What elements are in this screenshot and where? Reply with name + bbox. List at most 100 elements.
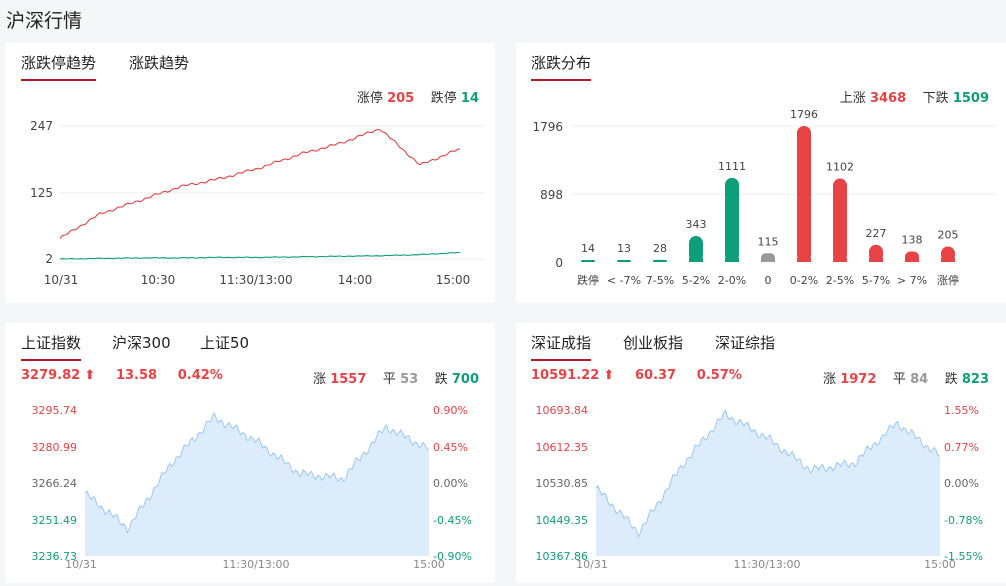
bar-category-label: 2-5% <box>826 274 854 287</box>
tab-sz-composite[interactable]: 深证综指 <box>715 334 776 352</box>
y-tick: 125 <box>30 186 53 200</box>
bar-base <box>797 258 811 262</box>
y-tick-right: -0.78% <box>944 514 983 527</box>
sh-price: 3279.82 <box>21 368 81 383</box>
y-tick-right: 0.00% <box>433 477 468 490</box>
distribution-stats: 上涨 3468 下跌 1509 <box>840 87 989 106</box>
bar-value-label: 115 <box>758 235 779 248</box>
bar-value-label: 343 <box>686 218 707 231</box>
y-tick-right: -0.90% <box>433 550 472 563</box>
bar-value-label: 205 <box>938 228 959 241</box>
price-line <box>595 409 941 539</box>
y-tick-left: 3236.73 <box>32 550 78 563</box>
bar-value-label: 227 <box>866 227 887 240</box>
sz-intraday-chart: 10693.84 10612.35 10530.85 10449.35 1036… <box>536 404 983 571</box>
distribution-chart: 1796 898 0 14 跌停 13 < -7% 28 7-5% 343 5-2% 1111 2… <box>532 108 996 287</box>
rise-count: 1972 <box>840 372 877 387</box>
bar-category-label: 0-2% <box>790 274 818 287</box>
distribution-panel: 涨跌分布 上涨 3468 下跌 1509 1796 898 0 14 跌停 13 < … <box>516 43 1006 303</box>
bar-base <box>905 258 919 262</box>
up-label: 上涨 <box>839 91 866 106</box>
tab-chinext[interactable]: 创业板指 <box>623 334 684 352</box>
price-area <box>596 410 940 556</box>
y-tick: 0 <box>555 256 563 270</box>
distribution-bar <box>725 177 739 262</box>
down-label: 下跌 <box>922 91 949 106</box>
y-tick: 1796 <box>532 120 563 134</box>
sz-change: 60.37 <box>634 368 677 383</box>
x-tick: 15:00 <box>436 273 471 287</box>
bar-base <box>941 258 955 262</box>
tab-distribution[interactable]: 涨跌分布 <box>531 54 592 81</box>
sh-change: 13.58 <box>115 368 158 383</box>
flat-label: 平 <box>382 372 396 387</box>
tab-sse50[interactable]: 上证50 <box>200 334 250 352</box>
limit-stats: 涨停 205 跌停 14 <box>357 87 479 106</box>
bar-base <box>689 258 703 262</box>
x-tick: 11:30/13:00 <box>733 558 800 571</box>
tab-sh-composite[interactable]: 上证指数 <box>21 334 82 361</box>
bar-category-label: 0 <box>765 274 772 287</box>
y-tick-left: 10693.84 <box>536 404 589 417</box>
down-count: 1509 <box>952 91 989 106</box>
y-tick-left: 3266.24 <box>32 477 78 490</box>
sh-intraday-chart: 3295.74 3280.99 3266.24 3251.49 3236.73 … <box>32 404 472 571</box>
y-tick-right: -1.55% <box>944 550 983 563</box>
x-tick: 15:00 <box>924 558 956 571</box>
limit-up-value: 205 <box>387 91 415 106</box>
limit-down-value: 14 <box>460 91 479 106</box>
y-tick-left: 10449.35 <box>536 514 589 527</box>
distribution-bar <box>869 244 883 262</box>
y-tick-left: 10530.85 <box>536 477 589 490</box>
tab-limit-trend[interactable]: 涨跌停趋势 <box>21 54 97 81</box>
distribution-bar <box>653 259 667 262</box>
x-tick: 15:00 <box>413 558 445 571</box>
up-arrow-icon: ⬆ <box>603 368 615 383</box>
sh-change-pct: 0.42% <box>177 368 223 383</box>
y-tick-left: 10367.86 <box>536 550 589 563</box>
flat-label: 平 <box>892 372 906 387</box>
y-tick: 2 <box>45 252 53 266</box>
distribution-bar <box>797 126 811 262</box>
x-tick: 11:30/13:00 <box>222 558 289 571</box>
tab-sz-component[interactable]: 深证成指 <box>531 334 592 361</box>
rise-label: 涨 <box>823 372 837 387</box>
bar-category-label: 2-0% <box>718 274 746 287</box>
bar-value-label: 1102 <box>826 161 854 174</box>
tab-rise-fall-trend[interactable]: 涨跌趋势 <box>129 54 190 72</box>
rise-count: 1557 <box>330 372 367 387</box>
sz-breadth: 涨 1972 平 84 跌 823 <box>823 368 989 387</box>
y-tick: 898 <box>540 188 563 202</box>
distribution-bar <box>833 178 847 262</box>
x-tick: 10/31 <box>576 558 608 571</box>
bar-value-label: 13 <box>617 242 631 255</box>
sz-change-pct: 0.57% <box>696 368 742 383</box>
bar-category-label: 5-7% <box>862 274 890 287</box>
y-tick-right: 0.77% <box>944 441 979 454</box>
limit-trend-chart: 247 125 2 10/31 10:30 11:30/13:00 14:00 … <box>30 119 485 287</box>
limit-down-line <box>59 251 460 260</box>
sh-quote: 3279.82 ⬆ 13.58 0.42% <box>21 368 223 383</box>
x-tick: 11:30/13:00 <box>219 273 292 287</box>
y-tick-left: 3280.99 <box>32 441 78 454</box>
up-arrow-icon: ⬆ <box>84 368 96 383</box>
y-tick-left: 3295.74 <box>32 404 78 417</box>
limit-down-label: 跌停 <box>430 91 457 106</box>
bar-base <box>725 258 739 262</box>
bar-base <box>869 258 883 262</box>
up-count: 3468 <box>869 91 907 106</box>
price-line <box>84 411 430 534</box>
y-tick-right: 1.55% <box>944 404 979 417</box>
tab-csi300[interactable]: 沪深300 <box>112 334 171 352</box>
fall-label: 跌 <box>944 372 958 387</box>
sz-quote: 10591.22 ⬆ 60.37 0.57% <box>531 368 742 383</box>
fall-label: 跌 <box>434 372 448 387</box>
bar-base <box>761 258 775 262</box>
limit-up-line <box>59 128 461 239</box>
sh-breadth: 涨 1557 平 53 跌 700 <box>313 368 479 387</box>
bar-category-label: < -7% <box>607 274 641 287</box>
sz-index-panel: 深证成指 创业板指 深证综指 10591.22 ⬆ 60.37 0.57% 涨 … <box>516 323 1006 583</box>
flat-count: 84 <box>910 372 929 387</box>
rise-label: 涨 <box>313 372 327 387</box>
bar-value-label: 14 <box>581 242 595 255</box>
